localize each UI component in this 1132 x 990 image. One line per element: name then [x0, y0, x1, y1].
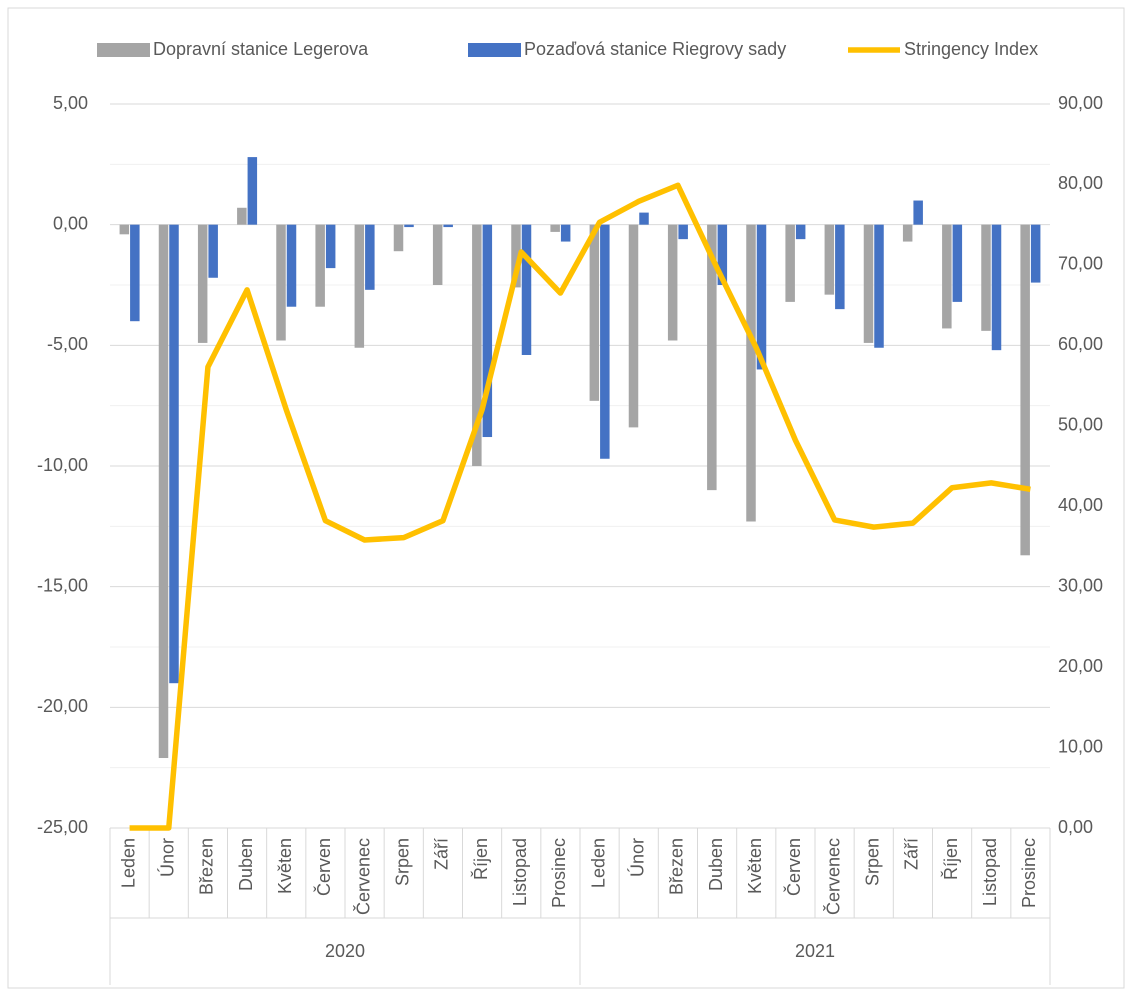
bar [717, 224, 728, 285]
x-tick-label: Září [432, 838, 452, 870]
bar [521, 224, 532, 355]
y2-tick-label: 10,00 [1058, 736, 1103, 756]
bar [639, 212, 649, 225]
bar [913, 200, 923, 225]
bar [746, 224, 756, 522]
group-label: 2021 [795, 941, 835, 961]
x-tick-label: Březen [197, 838, 217, 895]
legend-label: Stringency Index [904, 39, 1038, 59]
bar [795, 224, 806, 240]
x-tick-label: Leden [118, 838, 138, 888]
x-tick-label: Srpen [393, 838, 413, 886]
bar [197, 224, 208, 343]
bar [678, 224, 688, 240]
x-tick-label: Duben [236, 838, 256, 891]
bar [404, 224, 414, 228]
x-tick-label: Květen [275, 838, 295, 894]
bar [237, 207, 247, 225]
bar [589, 224, 600, 401]
group-label: 2020 [325, 941, 365, 961]
y-tick-label: 5,00 [53, 93, 88, 113]
bar [119, 224, 130, 235]
bar [482, 224, 493, 438]
bar [628, 224, 639, 428]
x-tick-label: Březen [667, 838, 687, 895]
x-tick-label: Říjen [471, 838, 491, 880]
bar [247, 157, 258, 225]
y2-tick-label: 20,00 [1058, 656, 1103, 676]
bar [325, 224, 336, 269]
x-tick-label: Listopad [510, 838, 530, 906]
x-tick-label: Prosinec [549, 838, 569, 908]
bar [835, 224, 845, 310]
bar [315, 224, 325, 307]
bar [902, 224, 913, 242]
y-tick-label: -15,00 [37, 575, 88, 595]
y-tick-label: 0,00 [53, 213, 88, 233]
y2-tick-label: 60,00 [1058, 334, 1103, 354]
x-tick-label: Říjen [941, 838, 961, 880]
x-tick-label: Září [902, 838, 922, 870]
bar [443, 224, 453, 228]
bar [824, 224, 835, 295]
x-tick-label: Listopad [980, 838, 1000, 906]
bar [991, 224, 1002, 351]
legend-swatch [97, 43, 150, 57]
y2-tick-label: 40,00 [1058, 495, 1103, 515]
bar [952, 224, 963, 302]
y2-tick-label: 30,00 [1058, 575, 1103, 595]
bar [1020, 224, 1030, 556]
x-tick-label: Srpen [863, 838, 883, 886]
y2-tick-label: 70,00 [1058, 254, 1103, 274]
bar [432, 224, 443, 285]
bar [1030, 224, 1041, 283]
y-tick-label: -25,00 [37, 817, 88, 837]
x-tick-label: Prosinec [1019, 838, 1039, 908]
bar [130, 224, 140, 322]
x-tick-label: Červenec [352, 838, 373, 915]
y-tick-label: -20,00 [37, 696, 88, 716]
x-tick-label: Duben [706, 838, 726, 891]
x-tick-label: Červenec [822, 838, 843, 915]
bar [511, 224, 521, 288]
y-tick-label: -10,00 [37, 455, 88, 475]
y2-tick-label: 90,00 [1058, 93, 1103, 113]
legend-label: Dopravní stanice Legerova [153, 39, 369, 59]
bar [707, 224, 717, 491]
bar [785, 224, 795, 302]
bar [393, 224, 404, 252]
y2-tick-label: 80,00 [1058, 173, 1103, 193]
x-tick-label: Únor [157, 838, 178, 877]
bar [550, 224, 560, 232]
bar [942, 224, 952, 329]
bar [756, 224, 767, 370]
bar [208, 224, 218, 278]
bar [169, 224, 179, 684]
y-tick-label: -5,00 [47, 334, 88, 354]
y2-tick-label: 0,00 [1058, 817, 1093, 837]
bar [981, 224, 991, 331]
bar [560, 224, 571, 242]
x-tick-label: Červen [783, 838, 804, 896]
bar [354, 224, 365, 348]
bar [667, 224, 678, 341]
x-tick-label: Květen [745, 838, 765, 894]
bar [863, 224, 874, 343]
legend-label: Pozaďová stanice Riegrovy sady [524, 39, 786, 59]
bar [276, 224, 286, 341]
bar [158, 224, 169, 759]
bar [286, 224, 297, 307]
bar [365, 224, 375, 290]
x-tick-label: Červen [313, 838, 334, 896]
y2-tick-label: 50,00 [1058, 415, 1103, 435]
legend-swatch [468, 43, 521, 57]
x-tick-label: Leden [588, 838, 608, 888]
line [129, 182, 1031, 831]
bar [472, 224, 482, 466]
bar [600, 224, 610, 459]
x-tick-label: Únor [627, 838, 648, 877]
bar [874, 224, 884, 348]
